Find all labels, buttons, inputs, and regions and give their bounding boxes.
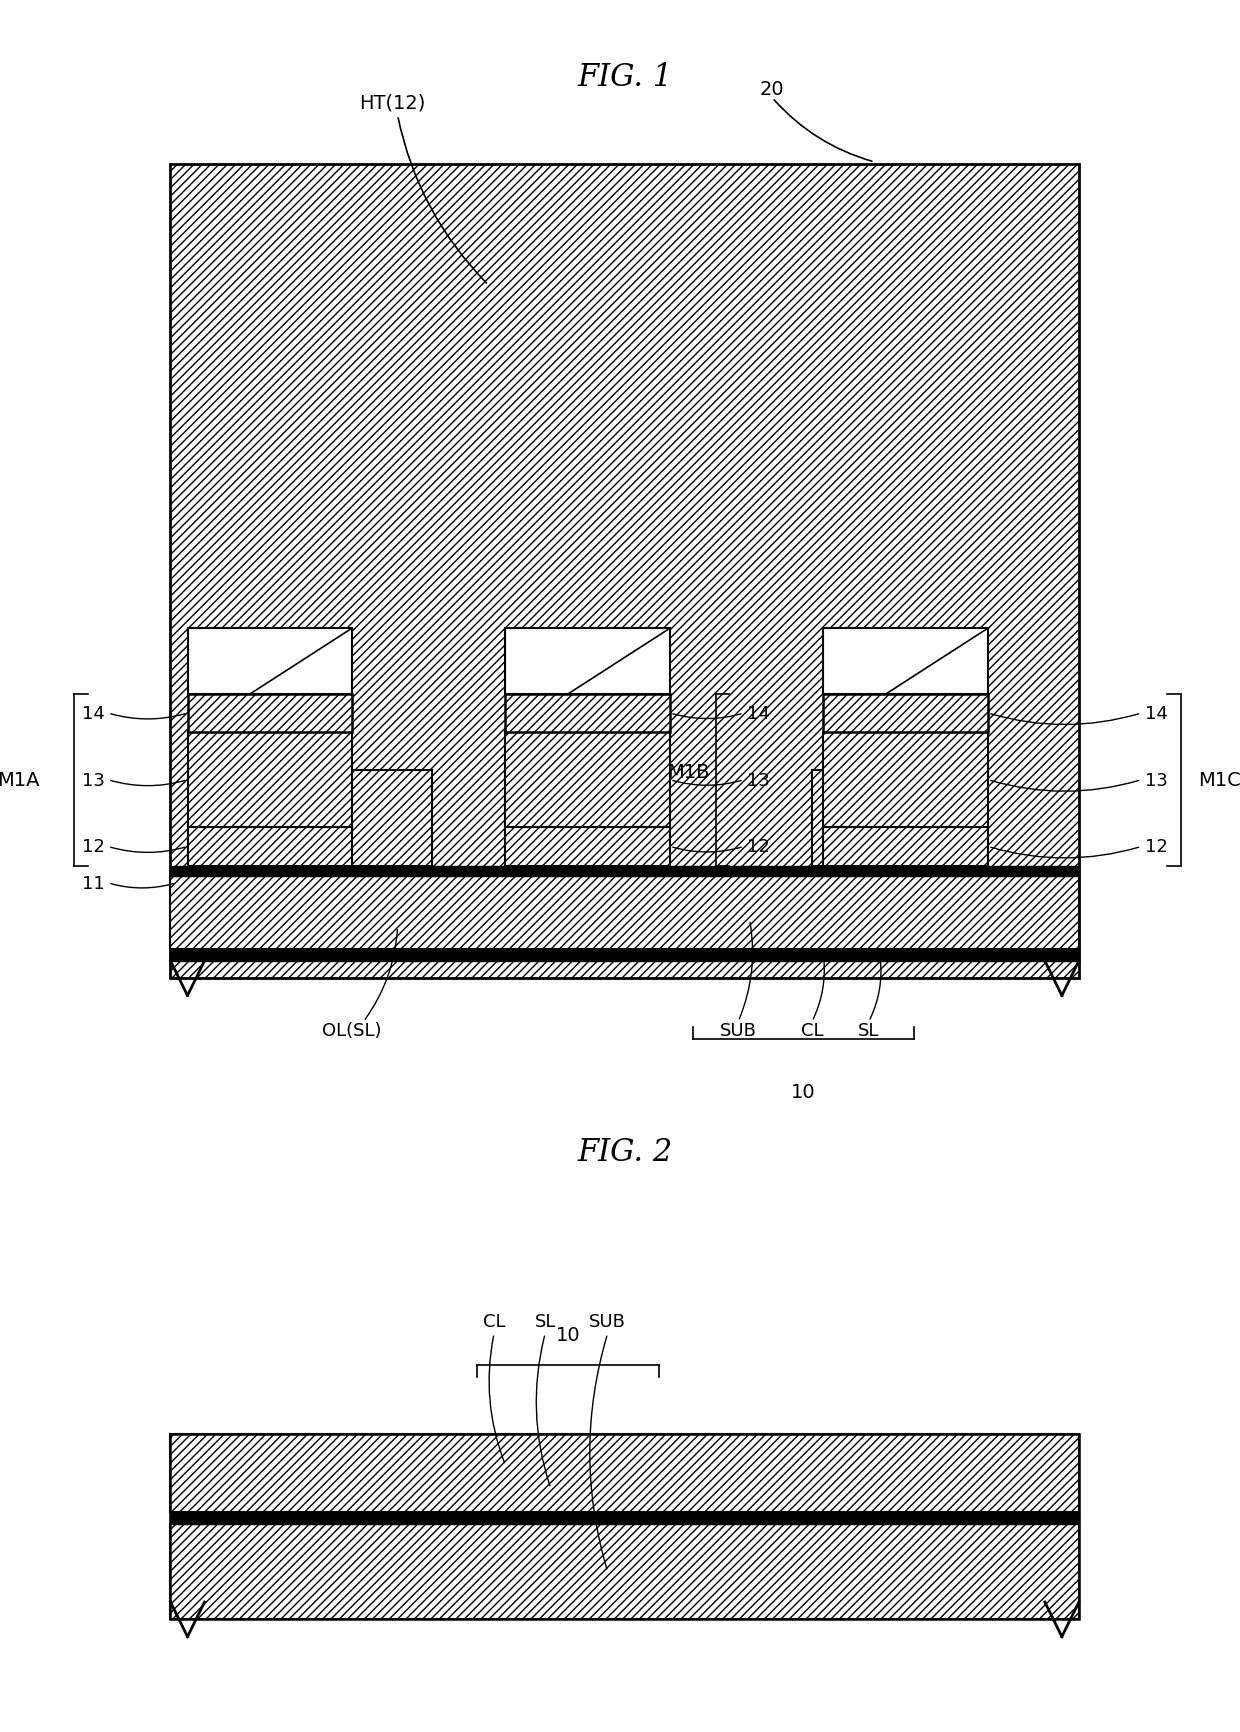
Bar [187,828,352,866]
Text: 10: 10 [556,1325,580,1344]
Bar [506,733,670,828]
Text: 11: 11 [82,875,104,892]
Bar [170,165,1079,979]
Text: M1C: M1C [1198,771,1240,790]
Bar [170,876,1079,949]
Text: M1A: M1A [0,771,40,790]
Bar [187,733,352,828]
Text: FIG. 1: FIG. 1 [577,62,672,94]
Text: 13: 13 [1145,771,1168,790]
Text: 12: 12 [748,838,770,856]
Text: SL: SL [858,1022,879,1039]
Text: 12: 12 [1145,838,1168,856]
Text: 10: 10 [791,1082,816,1102]
Text: SUB: SUB [589,1313,626,1330]
Text: 14: 14 [1145,705,1168,722]
Text: 13: 13 [82,771,104,790]
Text: 13: 13 [748,771,770,790]
Text: CL: CL [801,1022,823,1039]
Bar [170,1434,1079,1512]
Text: 20: 20 [760,80,785,99]
Text: 14: 14 [82,705,104,722]
Bar [823,695,988,733]
Bar [812,771,942,866]
Text: HT(12): HT(12) [358,94,425,113]
Bar [170,866,1079,876]
Text: 12: 12 [82,838,104,856]
Text: SL: SL [534,1313,556,1330]
Text: FIG. 2: FIG. 2 [577,1136,672,1167]
Bar [506,828,670,866]
Bar [170,1434,1079,1619]
Text: OL(SL): OL(SL) [322,1022,382,1039]
Bar [170,1524,1079,1619]
Text: M1B: M1B [667,762,709,781]
Text: 14: 14 [748,705,770,722]
Text: CL: CL [482,1313,506,1330]
Bar [823,828,988,866]
Bar [170,1512,1079,1524]
Bar [823,629,988,695]
Bar [823,733,988,828]
Bar [506,629,670,695]
Bar [170,949,1079,961]
Bar [301,771,432,866]
Bar [187,695,352,733]
Bar [187,629,352,695]
Text: SUB: SUB [719,1022,756,1039]
Bar [506,695,670,733]
